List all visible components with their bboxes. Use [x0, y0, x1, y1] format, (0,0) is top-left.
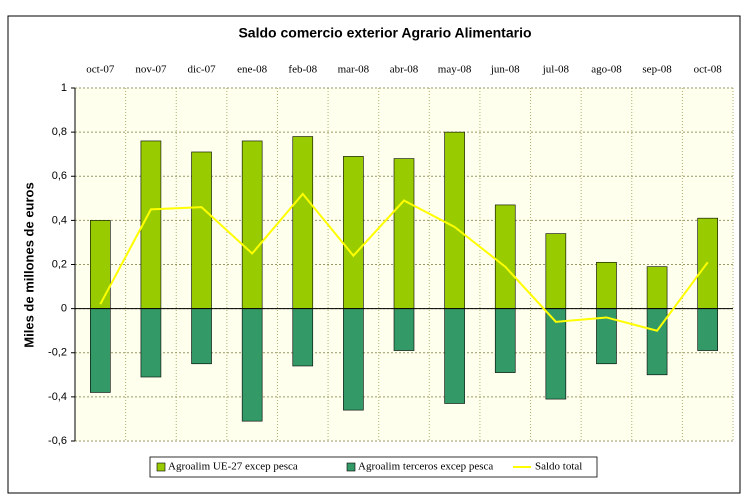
x-tick-label: jun-08 [490, 64, 520, 76]
y-tick-label: -0,4 [48, 391, 67, 403]
bar [444, 308, 465, 404]
bar [140, 140, 162, 309]
legend [149, 456, 598, 478]
y-tick-label: 0,2 [52, 258, 67, 270]
bar [343, 156, 364, 309]
bar [697, 308, 718, 351]
bar [494, 308, 516, 373]
x-tick-label: oct-07 [86, 64, 115, 76]
bar [292, 308, 314, 367]
bar [494, 204, 516, 309]
legend-label: Saldo total [535, 461, 582, 473]
x-tick-label: abr-08 [390, 64, 419, 76]
x-tick-label: nov-07 [135, 64, 167, 76]
x-tick-label: may-08 [438, 64, 472, 76]
x-tick-label: mar-08 [338, 64, 370, 76]
x-tick-label: feb-08 [288, 64, 317, 76]
bar [646, 266, 668, 309]
chart-title: Saldo comercio exterior Agrario Alimenta… [238, 25, 531, 41]
y-tick-label: 0,8 [52, 126, 67, 138]
bar [646, 308, 668, 376]
bar [191, 308, 212, 365]
legend-label: Agroalim UE-27 excep pesca [168, 461, 298, 473]
bar [393, 158, 415, 309]
y-tick-label: 0,6 [52, 170, 67, 182]
x-tick-label: dic-07 [187, 64, 216, 76]
x-tick-label: ene-08 [237, 64, 267, 76]
bar [241, 140, 263, 309]
y-tick-label: 0 [61, 303, 67, 315]
bar [241, 308, 263, 422]
legend-swatch [346, 462, 356, 472]
legend-swatch [156, 462, 166, 472]
y-tick-label: 1 [61, 82, 67, 94]
legend-label: Agroalim terceros excep pesca [358, 461, 493, 473]
bar [140, 308, 162, 378]
x-tick-label: sep-08 [642, 64, 672, 76]
y-tick-label: -0,6 [48, 435, 67, 447]
bar [343, 308, 364, 411]
x-tick-label: jul-08 [542, 64, 570, 76]
bar [191, 151, 212, 309]
x-tick-label: oct-08 [694, 64, 723, 76]
y-axis-label: Miles de millones de euros [21, 182, 36, 347]
y-tick-label: 0,4 [52, 214, 67, 226]
bar [545, 233, 567, 309]
line [99, 192, 709, 332]
bar [292, 136, 314, 309]
y-tick-label: -0,2 [48, 347, 67, 359]
bar [90, 220, 111, 309]
bar [393, 308, 415, 351]
bar [90, 308, 111, 393]
x-tick-label: ago-08 [591, 64, 622, 76]
bar [444, 131, 465, 309]
bar [596, 261, 617, 309]
